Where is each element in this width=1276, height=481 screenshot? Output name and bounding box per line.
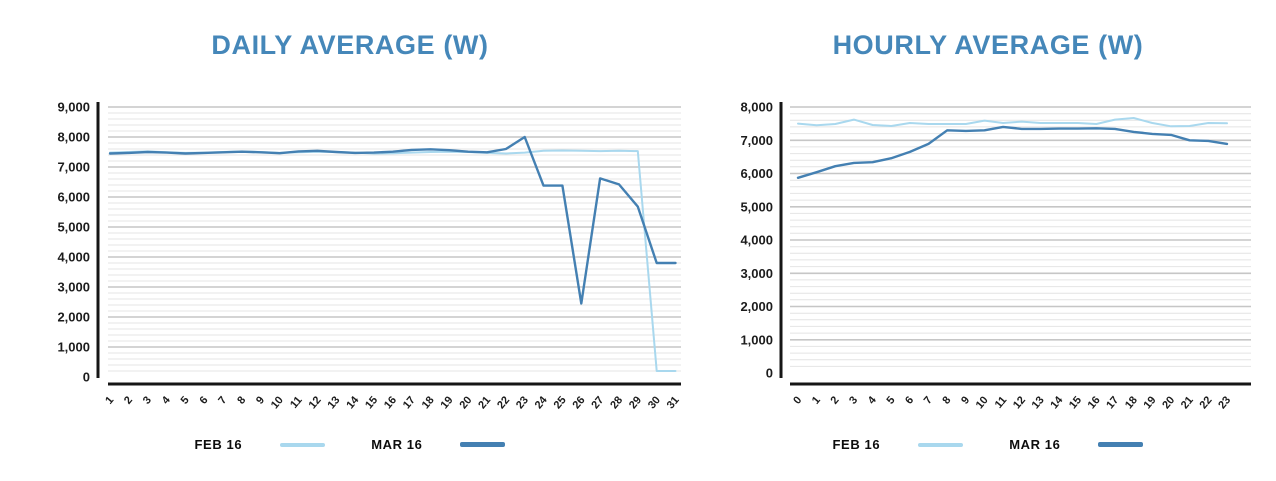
x-axis-tick-label: 13 [325, 394, 342, 411]
x-axis-tick-label: 5 [884, 394, 897, 406]
x-axis-tick-label: 4 [160, 394, 174, 407]
x-axis-tick-label: 21 [1179, 394, 1196, 411]
y-axis-tick-label: 4,000 [740, 233, 773, 248]
legend-item-mar16: MAR 16 [1009, 437, 1144, 452]
hourly-average-chart-panel: HOURLY AVERAGE (W) 0 1,000 2,000 3,000 4,000… [700, 0, 1276, 481]
x-axis-tick-label: 11 [288, 394, 305, 411]
legend-item-feb16: FEB 16 [195, 437, 326, 452]
y-axis-tick-label: 0 [83, 370, 90, 385]
feb16-line-swatch [280, 442, 326, 447]
x-axis-tick-label: 7 [216, 394, 229, 406]
x-axis-tick-label: 21 [476, 394, 493, 411]
x-axis-tick-label: 2 [828, 394, 841, 406]
x-axis-tick-label: 8 [235, 394, 248, 406]
y-axis-tick-label: 5,000 [740, 199, 773, 214]
x-axis-tick-label: 10 [269, 394, 286, 411]
legend-label-mar16: MAR 16 [371, 437, 423, 452]
mar16-line-swatch [460, 442, 506, 447]
daily-average-chart-panel: DAILY AVERAGE (W) 0 1,000 2,000 3,000 4,000 5… [0, 30, 700, 452]
x-axis-tick-label: 8 [940, 394, 953, 406]
y-axis-tick-label: 2,000 [57, 310, 90, 325]
x-axis-tick-label: 6 [903, 394, 916, 406]
x-axis-tick-label: 20 [457, 394, 474, 411]
x-axis-tick-label: 1 [810, 394, 823, 406]
y-axis-tick-label: 8,000 [740, 100, 773, 115]
x-axis-tick-label: 28 [608, 394, 625, 411]
x-axis-tick-label: 11 [993, 394, 1010, 411]
feb16-series-line [797, 117, 1228, 128]
x-axis-tick-label: 1 [103, 394, 116, 406]
x-axis-tick-label: 15 [363, 394, 380, 411]
y-axis-tick-label: 3,000 [740, 266, 773, 281]
daily-chart-title: DAILY AVERAGE (W) [211, 30, 489, 60]
y-axis-tick-label: 5,000 [57, 220, 90, 235]
mar16-line-swatch [1098, 442, 1144, 447]
x-axis-tick-label: 15 [1067, 394, 1084, 411]
x-axis-tick-label: 29 [627, 394, 644, 411]
x-axis-tick-label: 0 [791, 394, 804, 406]
x-axis-tick-label: 18 [1123, 394, 1140, 411]
x-axis-tick-label: 10 [974, 394, 991, 411]
y-axis-tick-label: 7,000 [740, 133, 773, 148]
legend-label-mar16: MAR 16 [1009, 437, 1061, 452]
x-axis-tick-label: 3 [141, 394, 154, 406]
feb16-line-swatch [918, 442, 964, 447]
mar16-series-line [796, 125, 1229, 180]
x-axis-tick-label: 27 [589, 394, 606, 411]
x-axis-tick-label: 19 [439, 394, 456, 411]
y-axis-tick-label: 9,000 [57, 100, 90, 115]
x-axis-tick-label: 23 [1216, 394, 1233, 411]
daily-chart-canvas: 0 1,000 2,000 3,000 4,000 5,000 6,000 7,000 8,00… [57, 100, 682, 412]
y-axis-tick-label: 3,000 [57, 280, 90, 295]
x-axis-tick-label: 7 [922, 394, 935, 406]
x-axis-tick-label: 17 [401, 394, 418, 411]
legend-label-feb16: FEB 16 [194, 437, 243, 452]
legend-label-feb16: FEB 16 [832, 437, 881, 452]
x-axis-tick-label: 9 [959, 394, 972, 406]
x-axis-tick-label: 2 [122, 394, 135, 406]
y-axis-tick-label: 6,000 [740, 166, 773, 181]
y-axis-tick-label: 7,000 [57, 160, 90, 175]
mar16-series-line [108, 135, 677, 305]
x-axis-tick-label: 25 [552, 394, 569, 411]
x-axis-tick-label: 12 [307, 394, 324, 411]
y-axis-tick-label: 6,000 [57, 190, 90, 205]
y-axis-tick-label: 1,000 [57, 340, 90, 355]
x-axis-tick-label: 5 [179, 394, 192, 406]
feb16-series-line [109, 149, 677, 372]
x-axis-tick-label: 22 [1198, 394, 1215, 411]
x-axis-tick-label: 4 [866, 394, 880, 407]
x-axis-tick-label: 31 [665, 394, 682, 411]
x-axis-tick-label: 3 [847, 394, 860, 406]
x-axis-tick-label: 16 [1086, 394, 1103, 411]
x-axis-tick-label: 24 [533, 394, 551, 412]
x-axis-tick-label: 30 [646, 394, 663, 411]
x-axis-tick-label: 16 [382, 394, 399, 411]
y-axis-tick-label: 4,000 [57, 250, 90, 265]
hourly-chart-canvas: 0 1,000 2,000 3,000 4,000 5,000 6,000 7,000 8,00… [740, 100, 1251, 412]
x-axis-tick-label: 22 [495, 394, 512, 411]
x-axis-tick-label: 20 [1160, 394, 1177, 411]
y-axis-tick-label: 2,000 [740, 299, 773, 314]
x-axis-tick-label: 17 [1104, 394, 1121, 411]
x-axis-tick-label: 26 [571, 394, 588, 411]
daily-chart-legend: FEB 16 MAR 16 [0, 437, 700, 452]
x-axis-tick-label: 19 [1142, 394, 1159, 411]
x-axis-tick-label: 14 [344, 394, 362, 412]
x-axis-tick-label: 14 [1048, 394, 1066, 412]
y-axis-tick-label: 0 [766, 366, 773, 381]
x-axis-tick-label: 13 [1030, 394, 1047, 411]
legend-item-mar16: MAR 16 [371, 437, 506, 452]
y-axis-tick-label: 1,000 [740, 332, 773, 347]
y-axis-tick-label: 8,000 [57, 130, 90, 145]
x-axis-tick-label: 23 [514, 394, 531, 411]
hourly-chart-title: HOURLY AVERAGE (W) [832, 30, 1144, 60]
x-axis-tick-label: 18 [420, 394, 437, 411]
x-axis-tick-label: 12 [1011, 394, 1028, 411]
x-axis-tick-label: 6 [197, 394, 210, 406]
x-axis-tick-label: 9 [254, 394, 267, 406]
legend-item-feb16: FEB 16 [833, 437, 964, 452]
hourly-chart-legend: FEB 16 MAR 16 [700, 437, 1276, 452]
